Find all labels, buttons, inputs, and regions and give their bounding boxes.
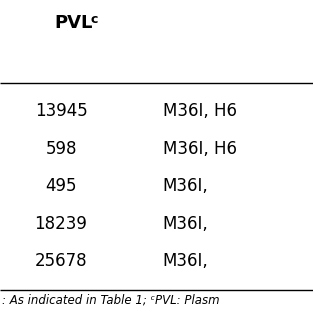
Text: M36I,: M36I, <box>163 177 208 195</box>
Text: 495: 495 <box>45 177 77 195</box>
Text: M36I,: M36I, <box>163 215 208 233</box>
Text: M36I, H6: M36I, H6 <box>163 102 237 120</box>
Text: 598: 598 <box>45 140 77 158</box>
Text: 18239: 18239 <box>35 215 87 233</box>
Text: PVL: PVL <box>55 14 93 32</box>
Text: c: c <box>91 13 98 26</box>
Text: : As indicated in Table 1; ᶜPVL: Plasm: : As indicated in Table 1; ᶜPVL: Plasm <box>2 294 219 307</box>
Text: 13945: 13945 <box>35 102 87 120</box>
Text: 25678: 25678 <box>35 252 87 270</box>
Text: M36I,: M36I, <box>163 252 208 270</box>
Text: M36I, H6: M36I, H6 <box>163 140 237 158</box>
